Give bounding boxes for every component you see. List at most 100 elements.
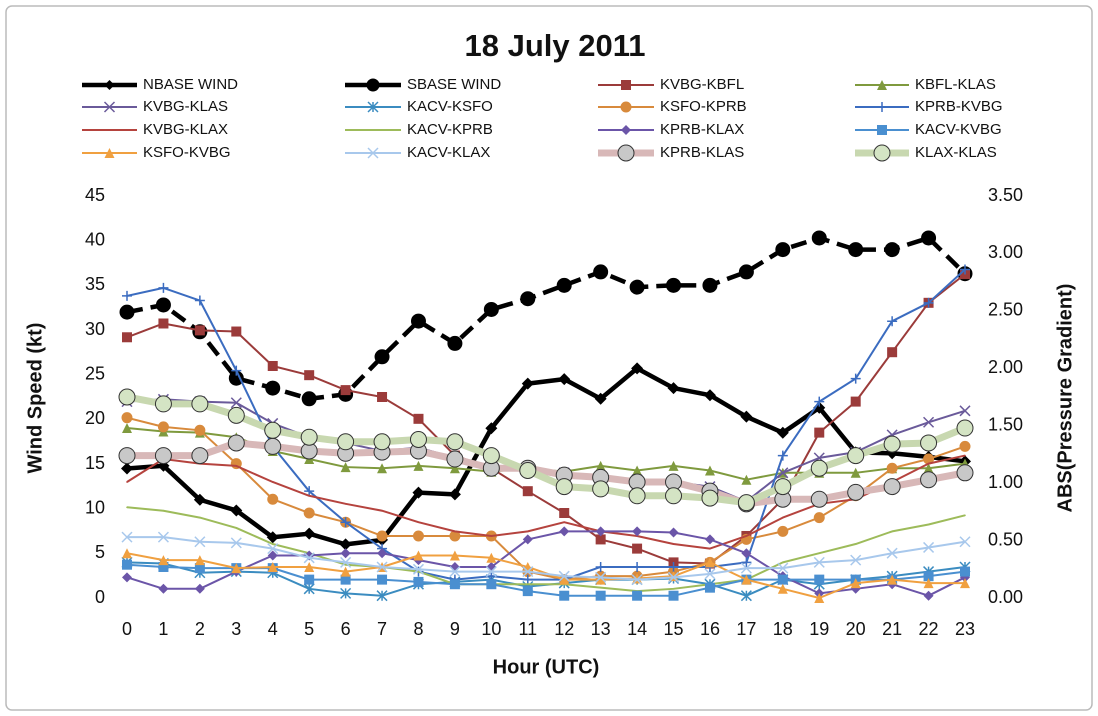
x-tick-label: 18: [773, 619, 793, 639]
y-tick-label: 0: [95, 587, 105, 607]
marker: [813, 512, 825, 524]
marker: [340, 556, 352, 568]
marker: [301, 391, 317, 407]
marker: [886, 547, 898, 559]
marker: [154, 395, 172, 413]
marker: [776, 426, 789, 439]
marker: [194, 583, 205, 594]
marker: [304, 370, 315, 381]
marker: [848, 242, 864, 258]
marker: [413, 576, 424, 587]
marker: [413, 413, 424, 424]
marker: [373, 433, 391, 451]
marker: [632, 573, 643, 584]
marker: [194, 325, 205, 336]
marker: [921, 230, 937, 246]
marker: [632, 590, 643, 601]
marker: [103, 101, 116, 113]
marker: [665, 487, 683, 505]
legend-label: KVBG-KLAS: [143, 98, 228, 115]
marker: [417, 521, 420, 523]
x-tick-label: 7: [377, 619, 387, 639]
y-axis-label: Wind Speed (kt): [24, 323, 46, 474]
marker: [374, 349, 390, 365]
y-tick-label: 10: [85, 497, 105, 517]
marker: [267, 493, 279, 505]
marker: [814, 574, 825, 585]
marker: [522, 566, 534, 578]
x-tick-label: 11: [518, 619, 537, 639]
marker: [267, 550, 278, 561]
marker: [485, 566, 497, 578]
marker: [377, 463, 388, 474]
marker: [367, 147, 379, 159]
x-tick-label: 13: [591, 619, 611, 639]
marker: [555, 478, 573, 496]
marker: [927, 462, 930, 465]
marker: [850, 396, 861, 407]
marker: [777, 574, 788, 585]
y-tick-label: 20: [85, 408, 105, 428]
marker: [122, 559, 132, 570]
marker: [155, 297, 171, 313]
x-tick-label: 0: [122, 619, 132, 639]
marker: [741, 548, 752, 559]
marker: [231, 326, 242, 337]
marker: [191, 447, 209, 465]
chart-frame: [5, 5, 1093, 711]
legend-label: KLAX-KLAS: [915, 144, 997, 161]
marker: [340, 548, 351, 559]
marker: [960, 566, 970, 577]
marker: [522, 534, 533, 545]
marker: [810, 490, 828, 508]
marker: [157, 531, 169, 543]
marker: [235, 465, 238, 467]
legend-label: KACV-KPRB: [407, 121, 493, 138]
marker: [227, 434, 245, 452]
marker: [668, 460, 679, 471]
marker: [559, 508, 570, 519]
marker: [339, 538, 352, 551]
marker: [376, 561, 388, 573]
marker: [300, 428, 318, 446]
marker: [266, 531, 279, 544]
marker: [158, 583, 169, 594]
marker: [927, 523, 930, 526]
marker: [413, 550, 424, 561]
legend-item: KVBG-KLAX: [82, 121, 228, 138]
marker: [811, 230, 827, 246]
marker: [344, 563, 347, 566]
marker: [490, 535, 493, 537]
marker: [592, 480, 610, 498]
legend-item: KSFO-KPRB: [598, 98, 747, 115]
x-tick-label: 12: [554, 619, 574, 639]
marker: [887, 574, 898, 585]
marker: [119, 304, 135, 320]
marker: [775, 242, 791, 258]
marker: [344, 503, 347, 505]
marker: [158, 318, 169, 329]
y2-tick-label: 2.50: [988, 300, 1023, 320]
marker: [959, 405, 971, 417]
marker: [777, 562, 789, 574]
marker: [126, 481, 128, 483]
y-tick-label: 45: [85, 185, 105, 205]
marker: [850, 578, 861, 589]
marker: [121, 412, 133, 424]
marker: [449, 566, 461, 578]
marker: [672, 588, 675, 590]
marker: [264, 421, 282, 439]
marker: [850, 467, 861, 478]
marker: [668, 527, 679, 538]
x-tick-label: 16: [700, 619, 720, 639]
marker: [340, 462, 351, 473]
marker: [964, 454, 966, 457]
marker: [850, 554, 862, 566]
x-tick-label: 20: [846, 619, 866, 639]
marker: [482, 447, 500, 465]
marker: [126, 506, 128, 509]
marker: [738, 264, 754, 280]
marker: [920, 434, 938, 452]
marker: [377, 548, 388, 559]
